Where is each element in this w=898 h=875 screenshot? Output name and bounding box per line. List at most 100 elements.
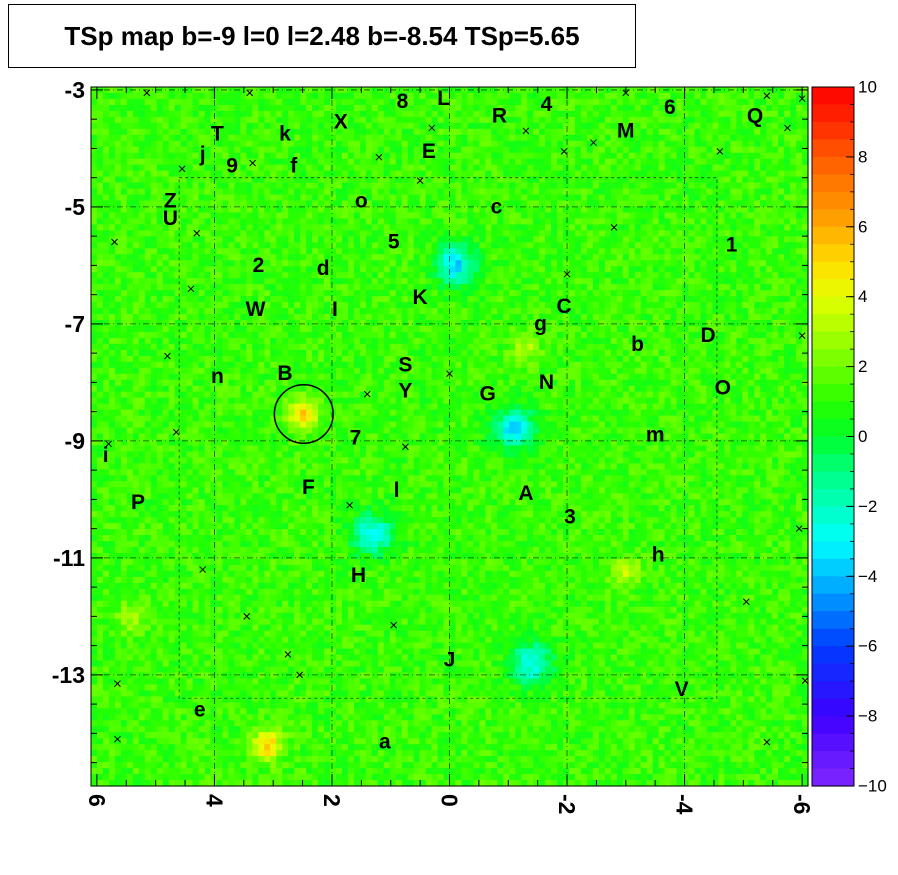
- heatmap-cell: [491, 116, 498, 124]
- heatmap-cell: [539, 302, 546, 309]
- heatmap-cell: [132, 302, 140, 309]
- heatmap-cell: [192, 260, 200, 267]
- heatmap-cell: [91, 242, 98, 249]
- heatmap-cell: [694, 158, 702, 166]
- heatmap-cell: [347, 188, 355, 196]
- heatmap-cell: [586, 134, 594, 142]
- heatmap-cell: [551, 284, 558, 291]
- heatmap-cell: [742, 296, 749, 303]
- heatmap-cell: [718, 140, 725, 148]
- heatmap-cell: [694, 146, 702, 154]
- heatmap-cell: [276, 194, 283, 202]
- heatmap-cell: [700, 98, 708, 106]
- heatmap-cell: [784, 320, 791, 327]
- heatmap-cell: [724, 296, 731, 303]
- heatmap-cell: [712, 254, 719, 261]
- heatmap-cell: [431, 284, 439, 291]
- heatmap-cell: [772, 325, 779, 333]
- heatmap-cell: [688, 158, 696, 166]
- heatmap-cell: [563, 248, 570, 255]
- heatmap-cell: [700, 122, 708, 130]
- heatmap-cell: [628, 260, 636, 267]
- heatmap-cell: [676, 152, 684, 160]
- heatmap-cell: [736, 314, 743, 321]
- heatmap-cell: [252, 98, 259, 106]
- heatmap-cell: [168, 152, 176, 160]
- heatmap-cell: [401, 176, 409, 184]
- heatmap-cell: [712, 230, 719, 237]
- heatmap-cell: [533, 110, 540, 118]
- heatmap-cell: [192, 278, 200, 285]
- heatmap-cell: [700, 314, 708, 321]
- heatmap-cell: [551, 182, 558, 190]
- heatmap-cell: [186, 325, 194, 333]
- heatmap-cell: [551, 272, 558, 279]
- heatmap-cell: [736, 224, 743, 231]
- heatmap-cell: [557, 308, 564, 315]
- heatmap-cell: [658, 284, 666, 291]
- heatmap-cell: [341, 158, 349, 166]
- heatmap-cell: [359, 308, 367, 315]
- heatmap-cell: [778, 320, 785, 327]
- heatmap-cell: [204, 116, 212, 124]
- heatmap-cell: [330, 272, 337, 279]
- heatmap-cell: [515, 230, 522, 237]
- heatmap-cell: [401, 248, 409, 255]
- heatmap-cell: [389, 230, 397, 237]
- heatmap-cell: [246, 296, 253, 303]
- heatmap-cell: [616, 182, 624, 190]
- heatmap-cell: [604, 212, 612, 220]
- heatmap-cell: [760, 134, 767, 142]
- heatmap-cell: [473, 200, 480, 208]
- heatmap-cell: [120, 314, 128, 321]
- heatmap-cell: [557, 260, 564, 267]
- heatmap-cell: [610, 290, 618, 297]
- heatmap-cell: [395, 200, 403, 208]
- heatmap-cell: [682, 134, 690, 142]
- heatmap-cell: [437, 87, 445, 94]
- heatmap-cell: [802, 98, 809, 106]
- heatmap-cell: [312, 128, 319, 136]
- heatmap-cell: [377, 230, 385, 237]
- heatmap-cell: [234, 92, 241, 100]
- heatmap-cell: [102, 272, 110, 279]
- heatmap-cell: [634, 314, 642, 321]
- heatmap-cell: [180, 212, 188, 220]
- heatmap-cell: [365, 230, 373, 237]
- heatmap-cell: [754, 212, 761, 220]
- heatmap-cell: [706, 320, 713, 327]
- heatmap-cell: [497, 92, 504, 100]
- heatmap-cell: [772, 230, 779, 237]
- heatmap-cell: [138, 290, 146, 297]
- heatmap-cell: [330, 194, 337, 202]
- heatmap-cell: [264, 206, 271, 214]
- heatmap-cell: [694, 116, 702, 124]
- heatmap-cell: [300, 224, 307, 231]
- heatmap-cell: [174, 290, 182, 297]
- heatmap-cell: [790, 200, 797, 208]
- heatmap-cell: [383, 146, 391, 154]
- heatmap-cell: [718, 284, 725, 291]
- heatmap-cell: [407, 110, 415, 118]
- heatmap-cell: [126, 325, 134, 333]
- heatmap-cell: [509, 302, 516, 309]
- heatmap-cell: [592, 164, 600, 172]
- heatmap-cell: [276, 182, 283, 190]
- heatmap-cell: [353, 176, 361, 184]
- heatmap-cell: [592, 194, 600, 202]
- heatmap-cell: [353, 224, 361, 231]
- heatmap-cell: [533, 212, 540, 220]
- heatmap-cell: [264, 230, 271, 237]
- heatmap-cell: [389, 182, 397, 190]
- heatmap-cell: [312, 134, 319, 142]
- heatmap-cell: [580, 212, 588, 220]
- heatmap-cell: [174, 116, 182, 124]
- heatmap-cell: [706, 194, 713, 202]
- heatmap-cell: [294, 122, 301, 130]
- heatmap-cell: [712, 290, 719, 297]
- heatmap-cell: [186, 92, 194, 100]
- heatmap-cell: [760, 236, 767, 243]
- heatmap-cell: [610, 146, 618, 154]
- heatmap-cell: [306, 194, 313, 202]
- heatmap-cell: [760, 260, 767, 267]
